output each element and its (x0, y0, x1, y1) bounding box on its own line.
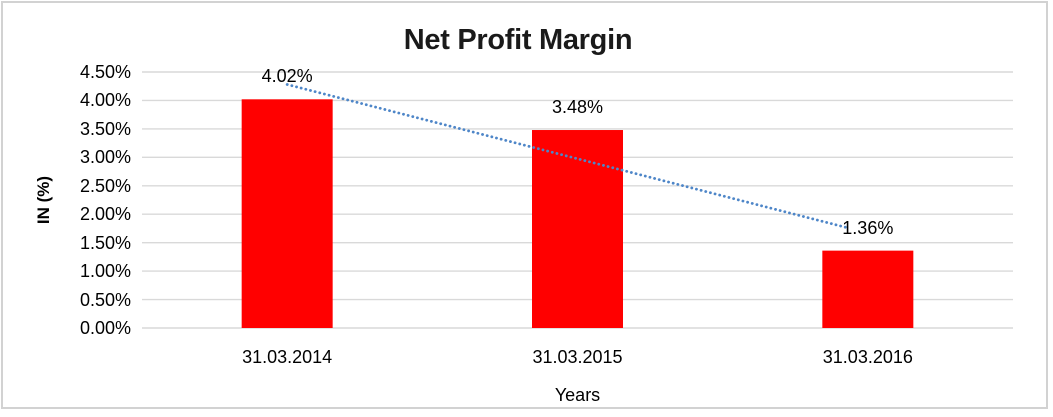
data-label: 1.36% (842, 217, 894, 238)
y-tick-label: 4.50% (79, 62, 131, 82)
trendline (285, 83, 848, 229)
x-axis-title: Years (554, 385, 601, 405)
y-tick-label: 1.50% (79, 232, 131, 253)
x-tick-label: 31.03.2016 (822, 347, 913, 367)
bar (241, 99, 333, 328)
y-tick-label: 3.00% (79, 147, 131, 168)
data-label: 3.48% (551, 97, 604, 118)
y-tick-label: 1.00% (79, 261, 131, 282)
x-tick-label: 31.03.2014 (242, 347, 333, 367)
data-label: 4.02% (261, 66, 313, 87)
y-tick-label: 4.00% (79, 90, 131, 111)
bar (532, 130, 623, 328)
y-tick-label: 2.00% (79, 204, 131, 225)
y-tick-label: 2.50% (79, 175, 131, 196)
chart-title: Net Profit Margin (403, 24, 633, 56)
y-tick-label: 0.50% (79, 289, 131, 310)
x-tick-label: 31.03.2015 (532, 347, 623, 367)
bar (822, 250, 914, 328)
y-tick-label: 3.50% (79, 118, 131, 139)
y-tick-label: 0.00% (79, 318, 131, 338)
